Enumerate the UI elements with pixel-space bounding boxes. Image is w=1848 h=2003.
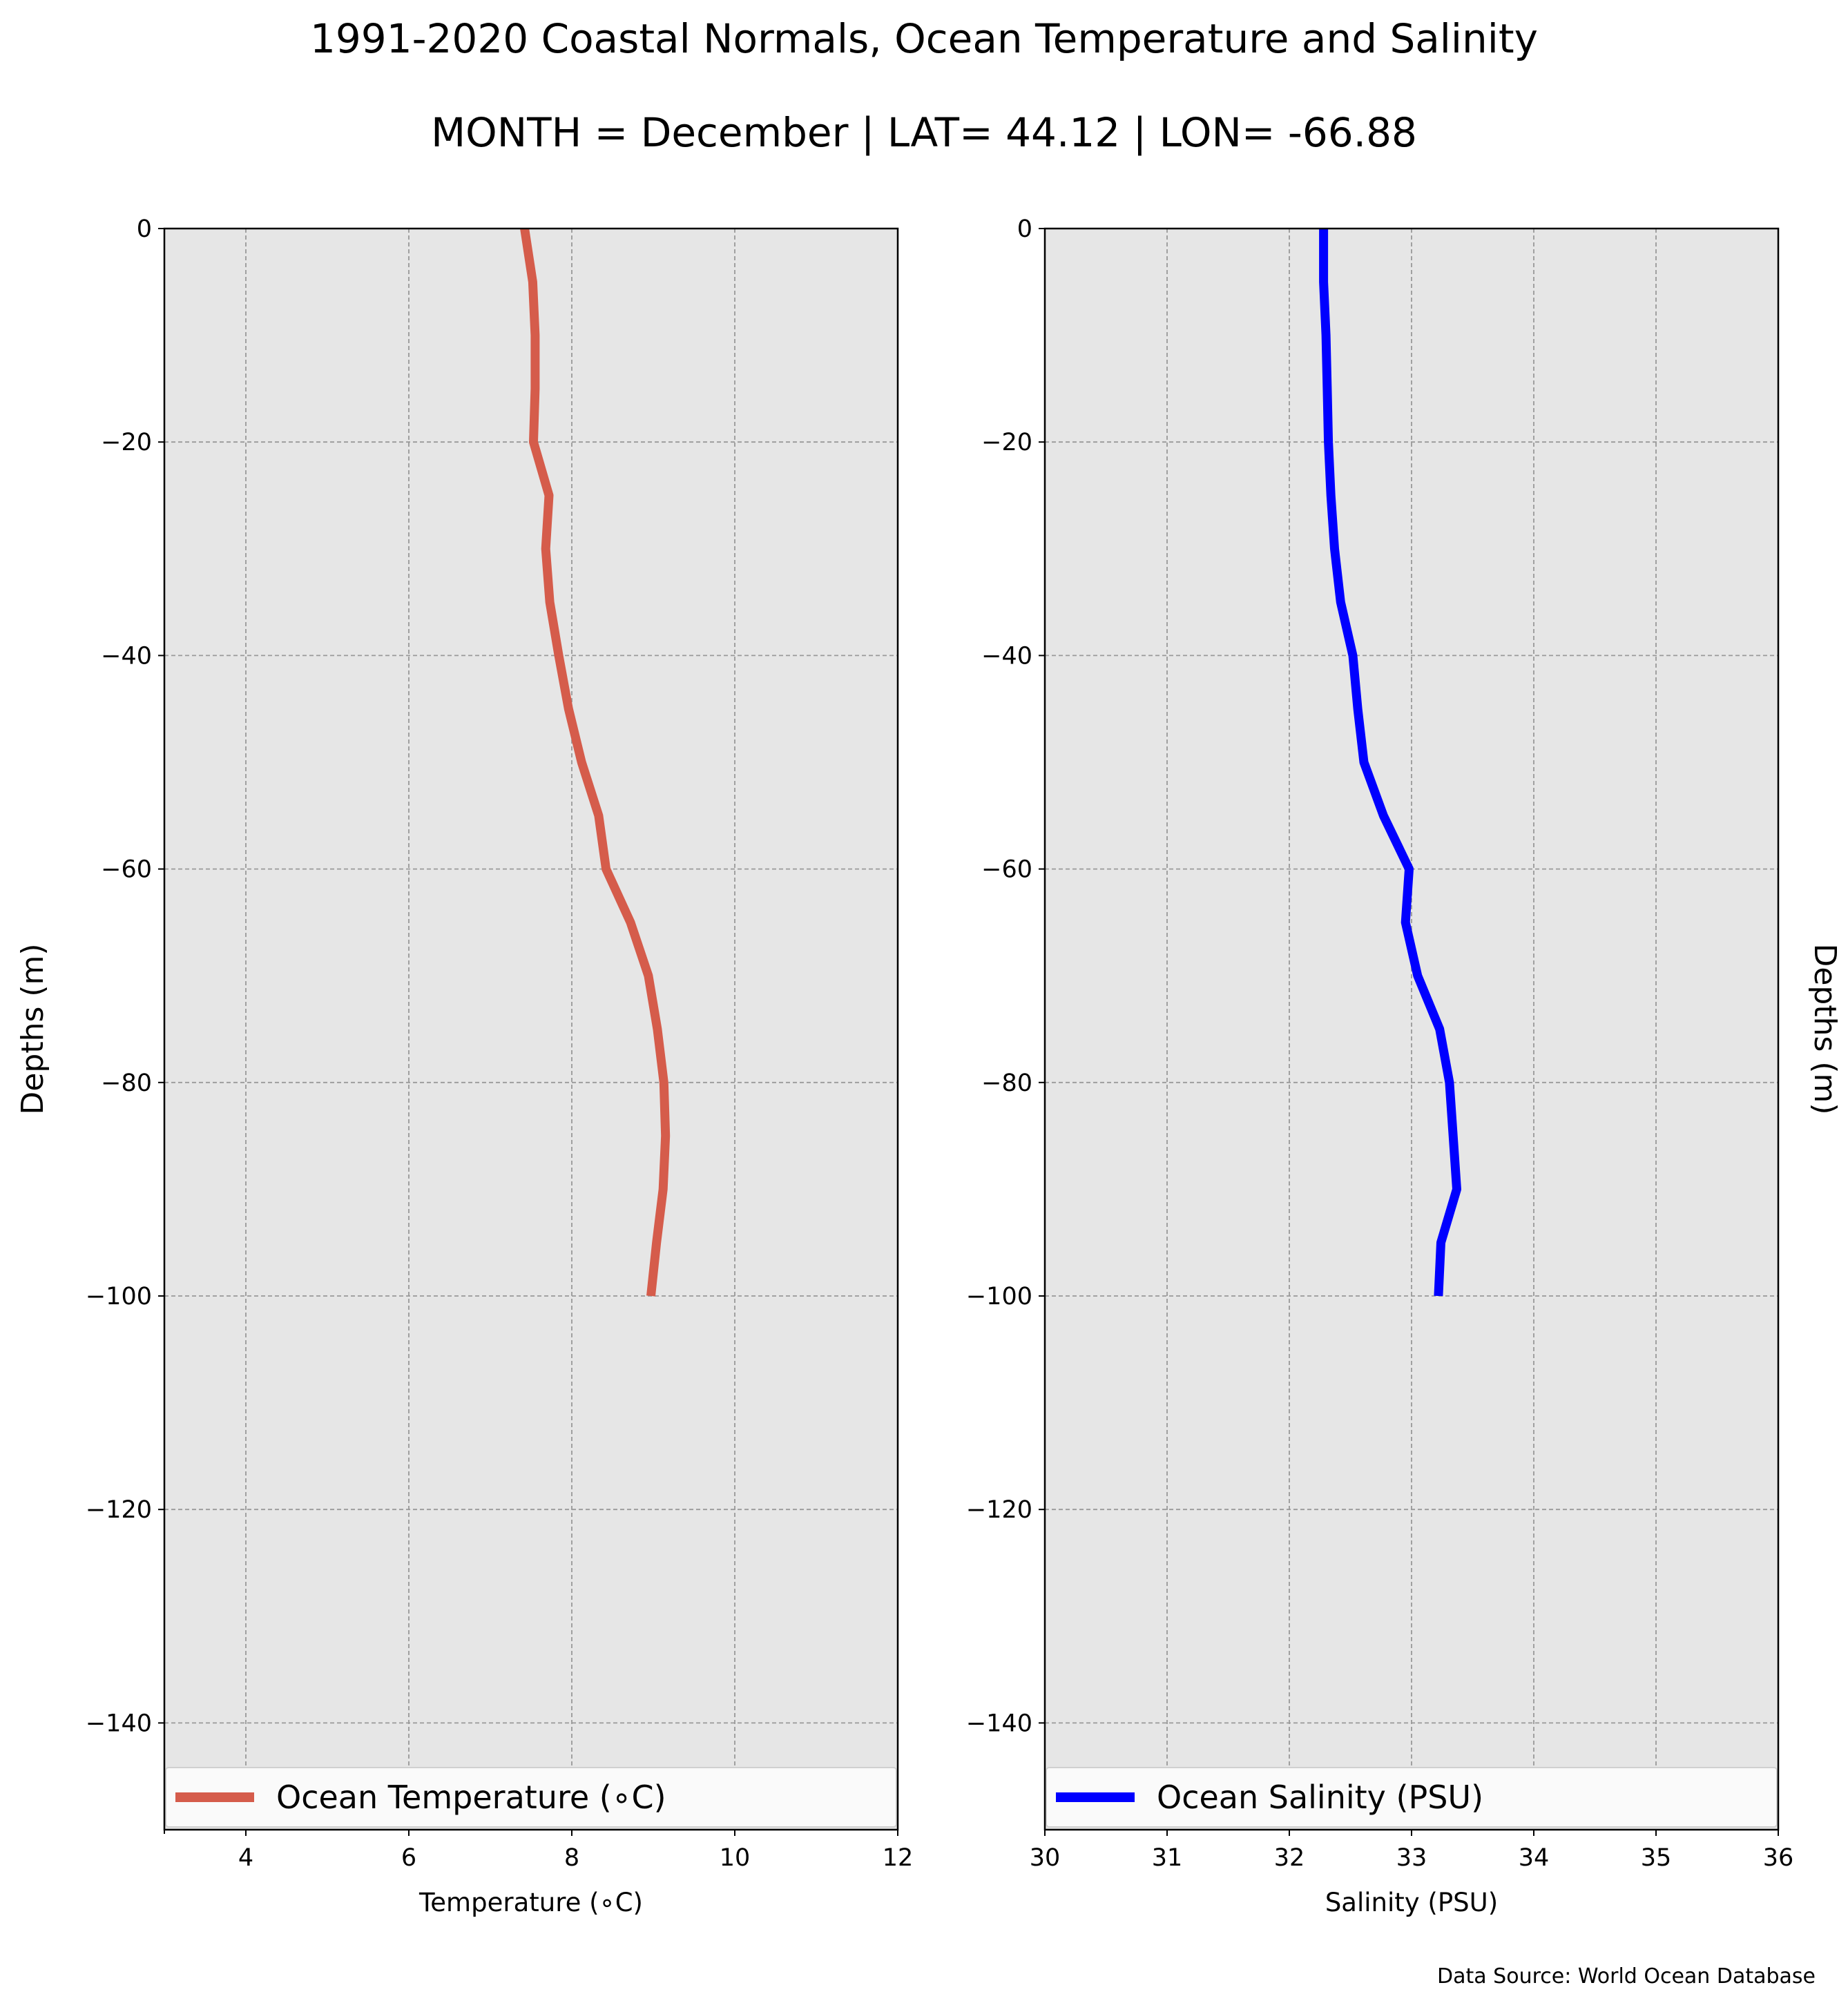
x-tick-label: 10 [720,1844,751,1872]
y-tick-label: −100 [86,1283,152,1310]
legend-box [1046,1767,1778,1828]
chart-subtitle: MONTH = December | LAT= 44.12 | LON= -66… [431,109,1417,156]
series-line [520,228,671,1297]
y-tick-label: −140 [86,1710,152,1737]
y-tick-label: −60 [981,856,1032,884]
x-tick-label: 35 [1641,1844,1672,1872]
x-tick-label: 6 [401,1844,416,1872]
legend-label: Ocean Salinity (PSU) [1157,1779,1483,1816]
y-tick-label: 0 [1017,215,1032,243]
x-tick-label: 4 [238,1844,253,1872]
y-tick-label: −80 [981,1070,1032,1097]
x-tick-label: 34 [1519,1844,1550,1872]
salinity-panel: 30 31 32 33 34 35 36 0 −20 −40 −60 −80 −100 −120 −140 O… [966,215,1842,1917]
legend: Ocean Salinity (PSU) [1046,1767,1778,1828]
y-tick-label: −40 [981,642,1032,670]
x-tick-label: 12 [883,1844,914,1872]
y-axis-label: Depths (m) [1807,943,1842,1114]
x-tick-label: 36 [1763,1844,1794,1872]
y-tick-label: −140 [966,1710,1032,1737]
temperature-panel: 4 6 8 10 12 0 −20 −40 −60 −80 −100 −120 −140 Ocean Te… [15,215,913,1917]
series-line [1319,229,1461,1297]
y-tick-label: −20 [981,429,1032,456]
x-axis-label: Temperature (∘C) [418,1888,643,1917]
axes-frame [1043,227,1780,1831]
y-tick-label: −120 [86,1496,152,1524]
y-tick-label: −20 [101,429,152,456]
y-tick-label: −80 [101,1070,152,1097]
y-tick-label: −120 [966,1496,1032,1524]
y-axis-label: Depths (m) [15,943,50,1114]
x-tick-label: 32 [1274,1844,1305,1872]
legend: Ocean Temperature (∘C) [165,1767,897,1828]
y-tick-label: 0 [137,215,152,243]
x-tick-label: 33 [1396,1844,1427,1872]
x-tick-label: 31 [1152,1844,1183,1872]
axes-frame [163,227,899,1831]
y-tick-label: −60 [101,856,152,884]
legend-box [165,1767,897,1828]
x-tick-label: 8 [564,1844,579,1872]
y-tick-label: −40 [101,642,152,670]
plot-area [164,229,898,1830]
chart-title: 1991-2020 Coastal Normals, Ocean Tempera… [310,15,1538,62]
data-source-note: Data Source: World Ocean Database [1437,1964,1816,1989]
y-tick-label: −100 [966,1283,1032,1310]
x-tick-label: 30 [1030,1844,1061,1872]
x-axis-label: Salinity (PSU) [1325,1888,1498,1917]
legend-label: Ocean Temperature (∘C) [276,1779,666,1816]
